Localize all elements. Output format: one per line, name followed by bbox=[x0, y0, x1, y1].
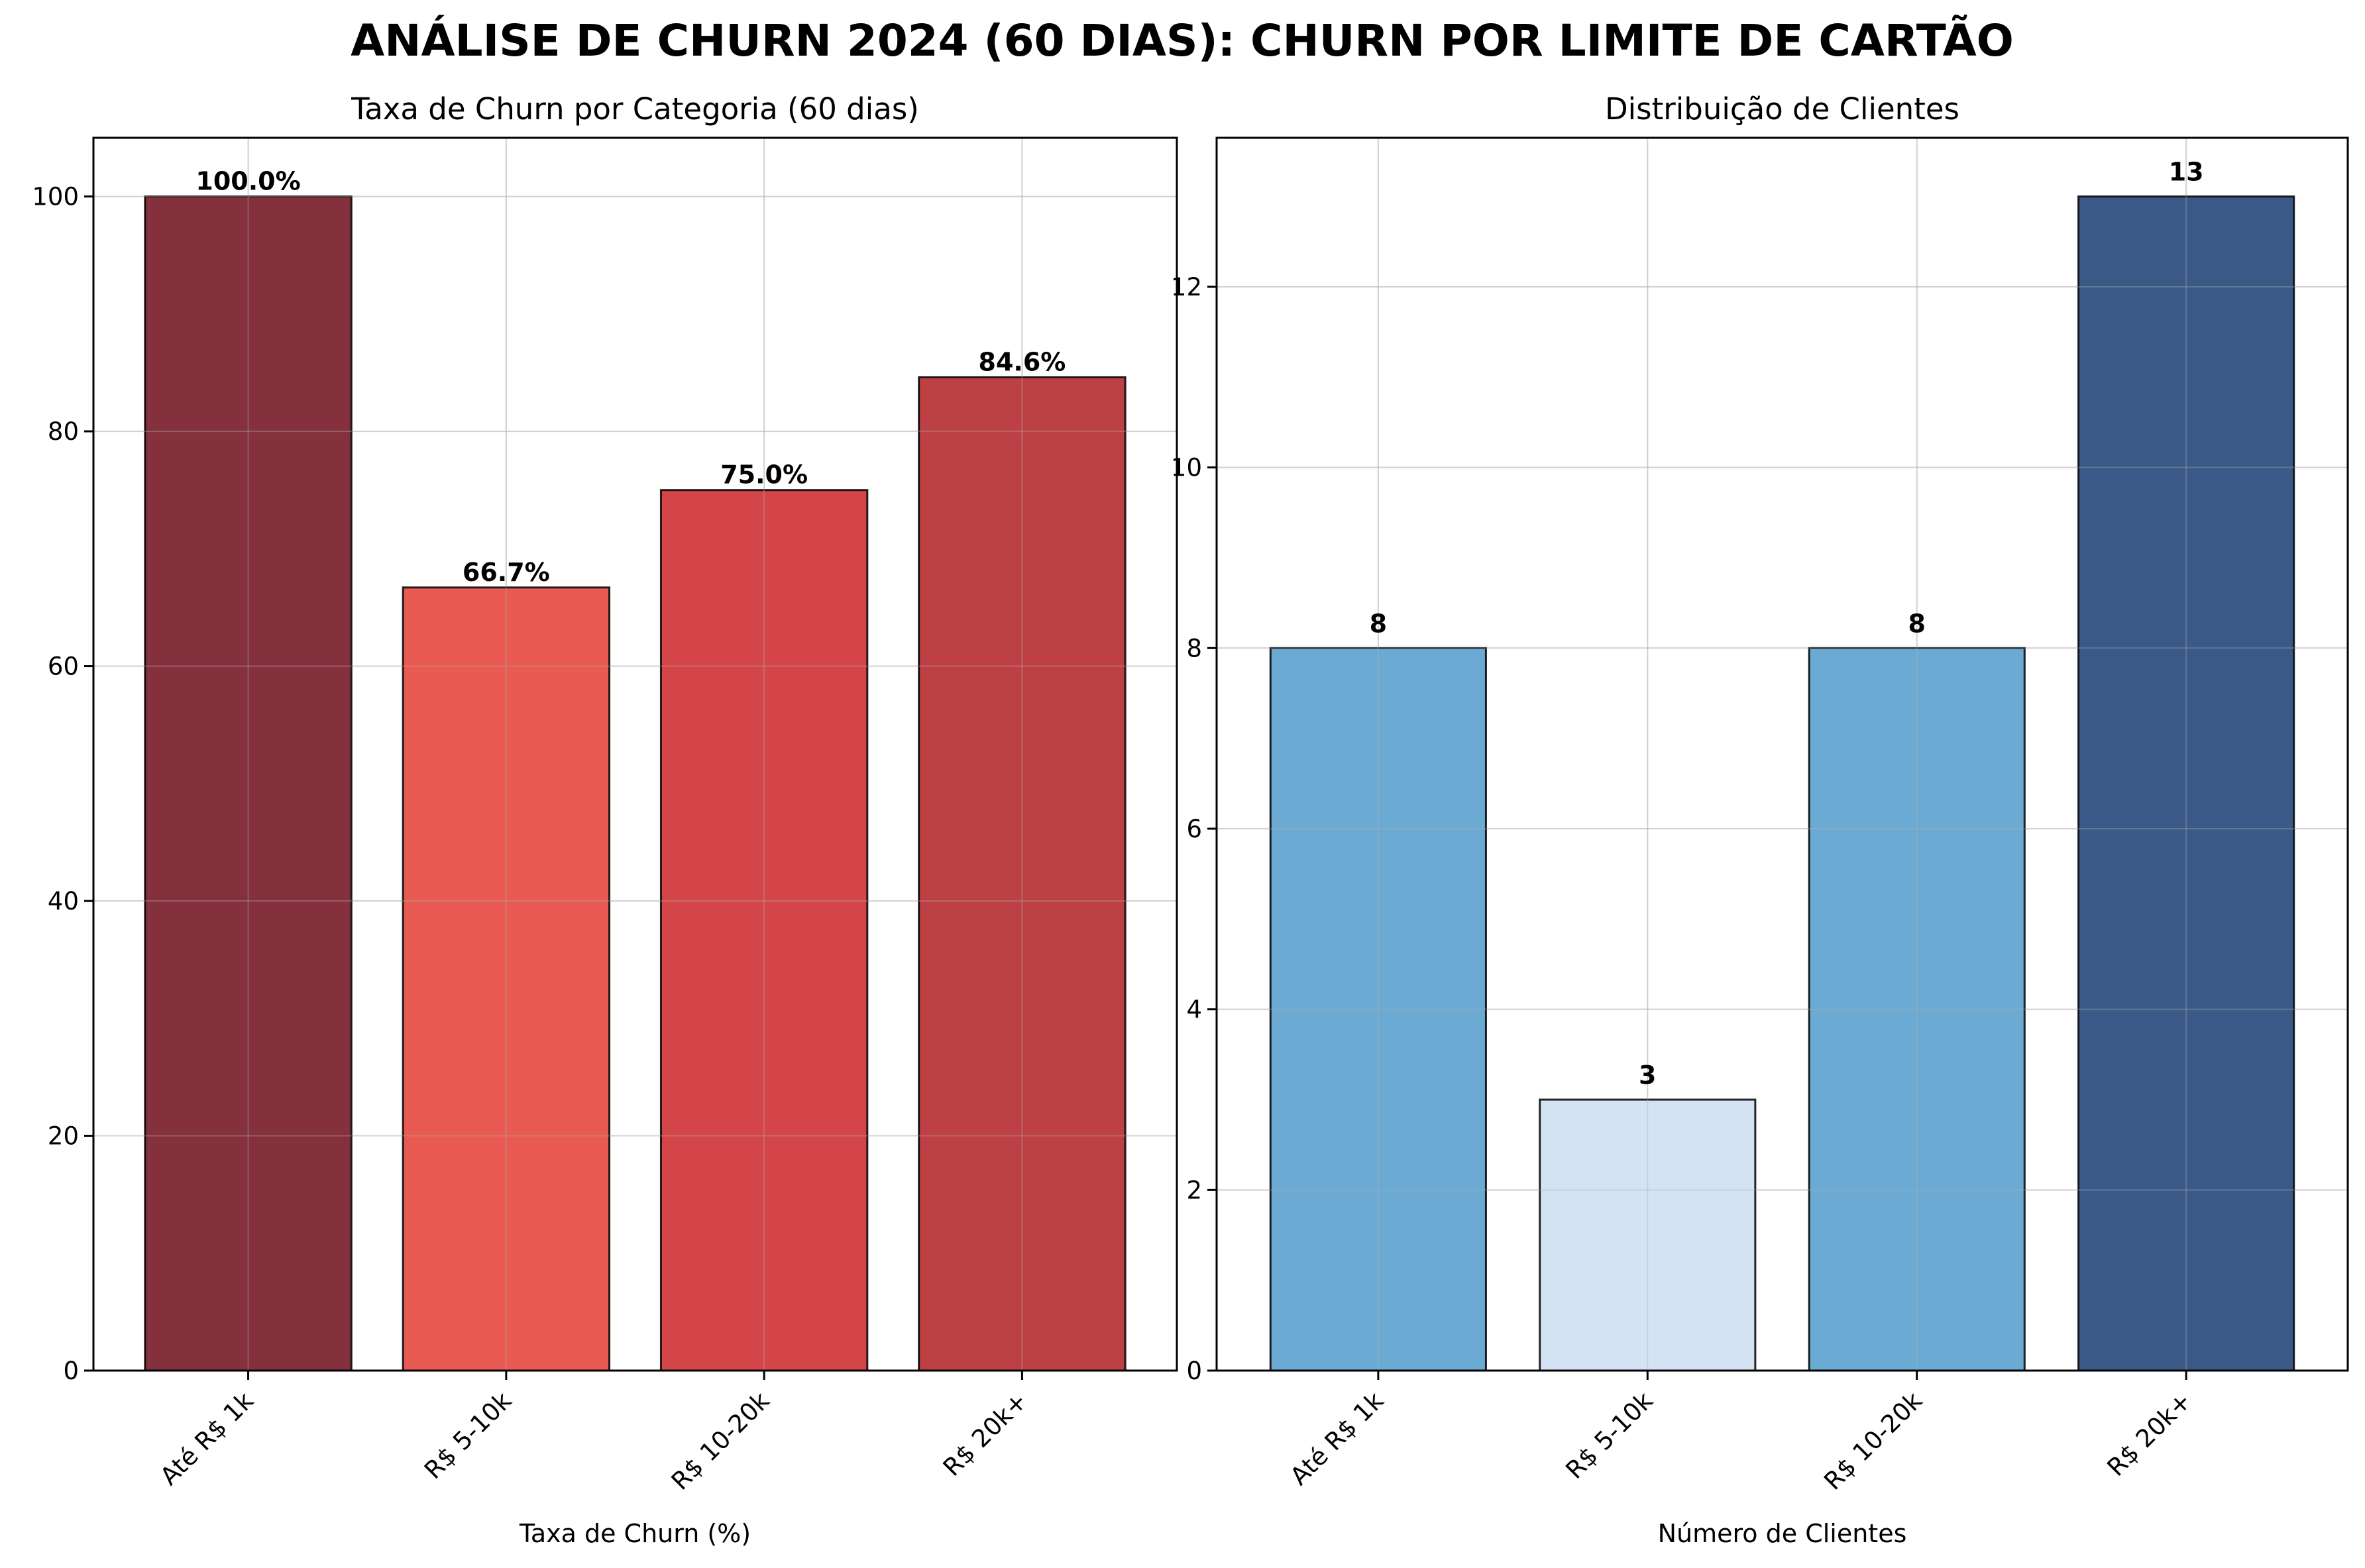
x-tick-label: R$ 10-20k bbox=[1818, 1386, 1928, 1496]
data-label-2: 3 bbox=[1639, 1061, 1656, 1090]
y-tick-label: 10 bbox=[1171, 454, 1202, 482]
x-tick-label: R$ 5-10k bbox=[1561, 1386, 1659, 1485]
bar-4 bbox=[2077, 195, 2295, 1372]
x-axis-label: Taxa de Churn (%) bbox=[519, 1519, 751, 1548]
data-label-1: 8 bbox=[1370, 609, 1387, 638]
y-tick-label: 0 bbox=[63, 1357, 79, 1385]
bar-4 bbox=[918, 376, 1127, 1372]
churn-rate-chart: 100.0% 66.7% 75.0% 84.6% 0 20 40 60 80 100 Até R$ … bbox=[32, 91, 1178, 1548]
y-tick-label: 80 bbox=[48, 417, 79, 446]
data-label-3: 8 bbox=[1908, 609, 1925, 638]
y-tick-label: 4 bbox=[1186, 996, 1202, 1024]
y-tick-label: 8 bbox=[1186, 634, 1202, 662]
x-axis-label: Número de Clientes bbox=[1658, 1519, 1907, 1548]
x-tick-label: R$ 20k+ bbox=[938, 1386, 1033, 1482]
data-label-3: 75.0% bbox=[720, 460, 808, 490]
plot-frame bbox=[1215, 136, 2349, 1372]
y-tick-label: 2 bbox=[1186, 1176, 1202, 1204]
bar-2 bbox=[402, 586, 611, 1372]
chart-title: Distribuição de Clientes bbox=[1605, 91, 1959, 127]
y-tick-label: 60 bbox=[48, 653, 79, 681]
y-tick-label: 12 bbox=[1171, 273, 1202, 301]
data-label-4: 84.6% bbox=[979, 348, 1066, 377]
y-tick-label: 40 bbox=[48, 887, 79, 915]
data-label-2: 66.7% bbox=[463, 558, 550, 587]
data-label-1: 100.0% bbox=[195, 167, 300, 196]
bar-3 bbox=[1808, 647, 2026, 1372]
figure-title: ANÁLISE DE CHURN 2024 (60 DIAS): CHURN P… bbox=[351, 15, 2014, 66]
bar-1 bbox=[144, 195, 353, 1372]
x-tick-label: R$ 20k+ bbox=[2102, 1386, 2197, 1482]
x-tick-label: R$ 5-10k bbox=[419, 1386, 517, 1485]
x-tick-label: Até R$ 1k bbox=[1285, 1386, 1390, 1491]
bar-1 bbox=[1269, 647, 1487, 1372]
x-tick-label: R$ 10-20k bbox=[666, 1386, 775, 1496]
customer-distribution-chart: 8 3 8 13 0 2 4 6 8 10 12 Até R$ 1k R$ 5-10k R$ 10-20k… bbox=[1171, 91, 2349, 1548]
y-tick-label: 6 bbox=[1186, 815, 1202, 843]
plot-frame bbox=[92, 136, 1178, 1372]
y-tick-label: 20 bbox=[48, 1122, 79, 1151]
chart-title: Taxa de Churn por Categoria (60 dias) bbox=[351, 91, 919, 127]
data-label-4: 13 bbox=[2169, 158, 2204, 187]
x-tick-label: Até R$ 1k bbox=[154, 1386, 259, 1491]
y-tick-label: 100 bbox=[32, 183, 79, 211]
y-tick-label: 0 bbox=[1186, 1357, 1202, 1385]
